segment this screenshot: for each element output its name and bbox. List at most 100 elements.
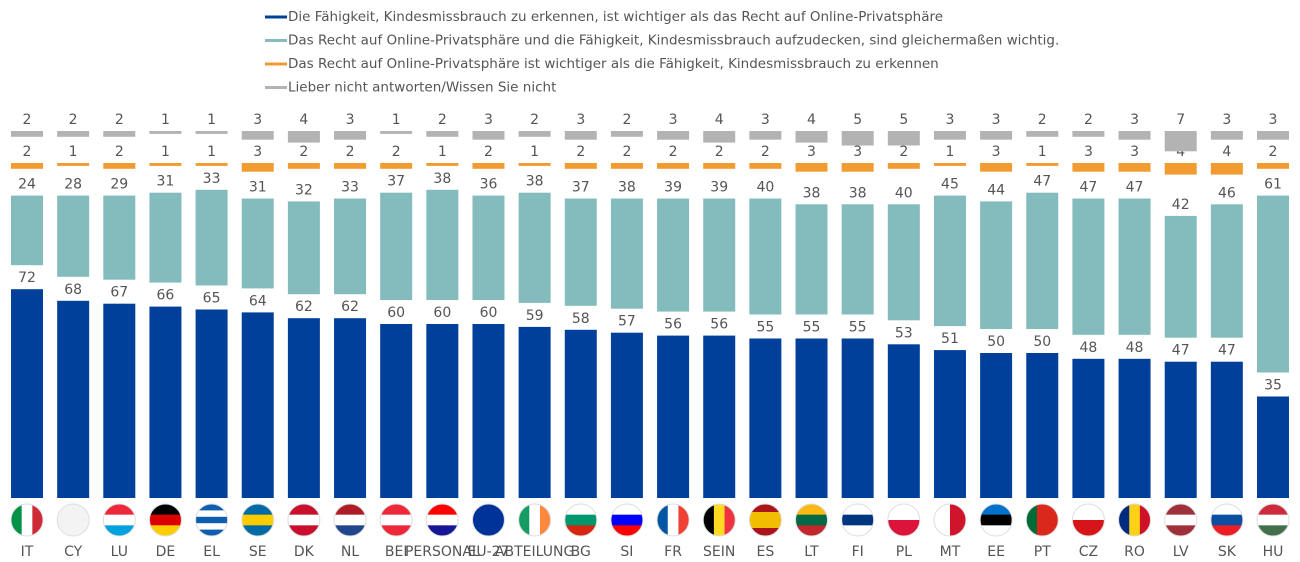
data-label: 39 [710,180,728,196]
flag [472,504,505,536]
flag-stripe [195,523,228,531]
flag-stripe [21,504,33,536]
bar [1026,353,1059,498]
flag-stripe [564,514,597,526]
flag-stripe [103,525,136,536]
x-tick-label: PERSONAL [405,544,480,560]
flag-border [195,503,229,537]
bar [149,131,182,134]
flag [1026,504,1059,536]
flag-border [748,503,782,537]
data-label: 3 [761,112,770,128]
bar [703,131,736,143]
flag-stripe [149,525,182,536]
x-tick-label: PT [1034,544,1051,560]
bar [1026,163,1059,166]
data-label: 3 [669,112,678,128]
data-label: 44 [987,182,1005,198]
x-tick-label: SEIN [703,544,735,560]
bar [610,163,643,169]
flag [103,504,136,536]
data-label: 3 [253,144,262,160]
bar [1164,163,1197,175]
flag-stripe [980,525,1013,536]
bar [334,131,367,140]
flag-stripe [1072,504,1105,521]
data-label: 47 [1033,174,1051,190]
flag-stripe [1164,514,1197,526]
bar [380,163,413,169]
bar [1257,396,1289,498]
data-label: 39 [664,180,682,196]
bar [287,201,320,295]
bar [334,198,367,295]
flag-stripe [241,525,274,536]
bar [11,289,43,498]
flag-stripe [1164,504,1197,516]
bar [1257,195,1289,373]
bar [57,195,90,277]
data-label: 62 [341,299,359,315]
bar [1072,198,1105,335]
bar [1072,358,1105,498]
data-label: 48 [1079,340,1097,356]
flag [1164,504,1197,536]
data-label: 40 [895,185,913,201]
data-label: 48 [1126,340,1144,356]
bar [1257,131,1289,140]
data-label: 2 [392,144,401,160]
data-label: 59 [526,308,544,324]
flag-stripe [472,504,505,536]
bar [241,163,274,172]
flag-border [1118,503,1152,537]
flag-stripe [887,504,920,521]
flag-stripe [241,514,274,526]
x-tick-label: ABTEILUNG [495,544,574,560]
flag-border [56,503,90,537]
flag-stripe [195,510,228,518]
flag [564,504,597,536]
flag-border [702,503,736,537]
bar [1118,198,1151,335]
data-label: 64 [249,293,267,309]
data-label: 55 [803,320,821,336]
data-label: 4 [1222,144,1231,160]
flag [1257,504,1289,536]
bar [1118,163,1151,172]
flag-stripe [749,520,782,529]
flag-stripe [795,525,828,536]
bar [657,335,690,498]
bar [149,192,182,283]
bar [11,163,43,169]
bar [241,312,274,498]
data-label: 56 [664,317,682,333]
bar [841,338,874,498]
flag-stripe [841,525,874,536]
bar [1257,163,1289,169]
x-tick-label: SI [620,544,633,560]
data-label: 51 [941,331,959,347]
flag [933,504,966,536]
data-label: 3 [1222,112,1231,128]
flag-stripe [1026,504,1038,536]
bar [195,189,228,286]
flag-border [241,503,275,537]
data-label: 60 [433,305,451,321]
flag-stripe [426,525,459,536]
flag-border [887,503,921,537]
data-label: 57 [618,314,636,330]
bar [472,131,505,140]
bar [887,163,920,169]
flag-stripe [841,514,874,526]
bar [149,306,182,498]
bar [1026,131,1059,137]
bar [334,318,367,498]
flag-stripe [1072,520,1105,536]
data-label: 2 [669,144,678,160]
data-label: 7 [1176,112,1185,128]
x-tick-label: LT [804,544,819,560]
data-label: 3 [1084,144,1093,160]
bar [657,198,690,312]
bar [980,163,1013,172]
